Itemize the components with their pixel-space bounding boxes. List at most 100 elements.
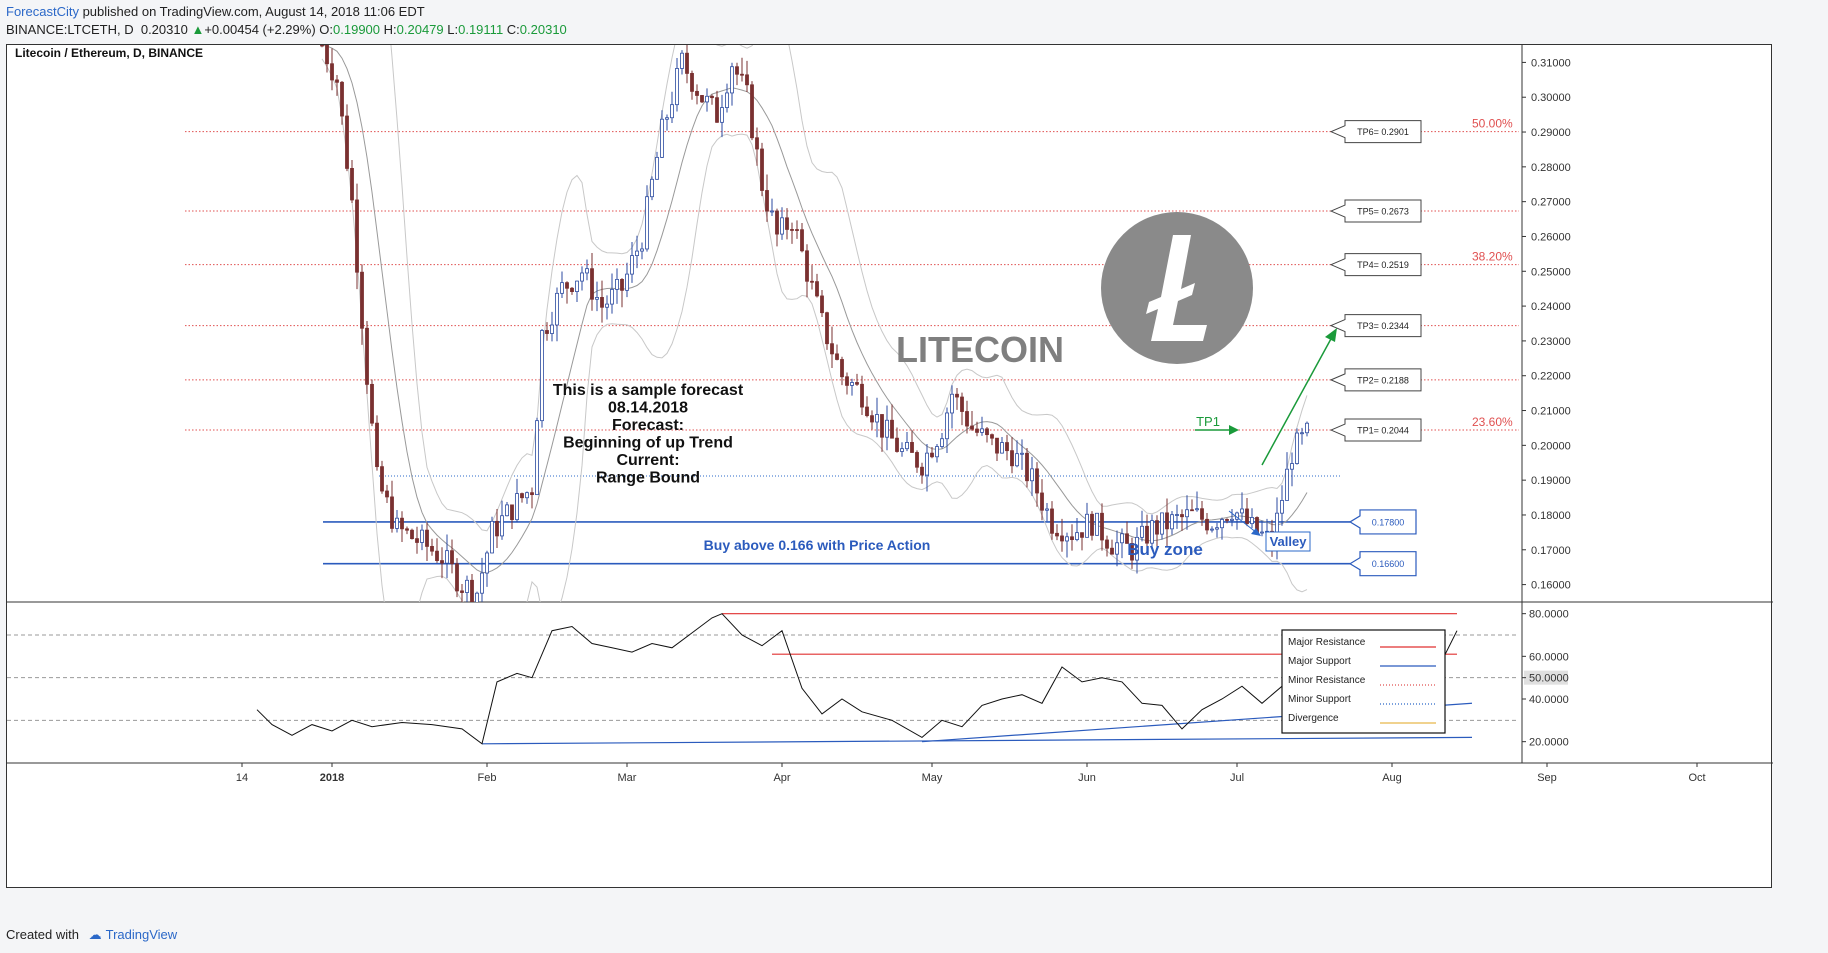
rsi-tick-label: 20.0000 bbox=[1529, 737, 1569, 749]
candle-body bbox=[885, 419, 889, 438]
candle-body bbox=[335, 79, 339, 83]
candle-body bbox=[390, 496, 394, 529]
candle-body bbox=[860, 383, 864, 408]
tradingview-logo-icon: ☁ bbox=[88, 927, 102, 942]
candle-body bbox=[610, 288, 614, 305]
candle-body bbox=[915, 452, 919, 468]
candle-body bbox=[970, 425, 974, 430]
candle-body bbox=[1085, 513, 1089, 538]
candle-body bbox=[780, 217, 784, 235]
forecast-text-line: This is a sample forecast bbox=[553, 382, 744, 399]
candle-body bbox=[1260, 531, 1264, 534]
candle-body bbox=[740, 73, 744, 76]
candle-body bbox=[1065, 536, 1069, 542]
candle-body bbox=[1070, 536, 1074, 541]
time-tick-label: Oct bbox=[1688, 772, 1705, 784]
candle-body bbox=[1195, 508, 1199, 511]
candle-body bbox=[575, 280, 579, 293]
candle-body bbox=[560, 282, 564, 294]
candle-body bbox=[910, 442, 914, 453]
candle-body bbox=[570, 287, 574, 293]
target-callout-box bbox=[1329, 314, 1422, 338]
candle-body bbox=[725, 92, 729, 108]
buy-zone-lower-callout bbox=[1348, 551, 1417, 577]
candle-body bbox=[1045, 508, 1049, 511]
target-callout-box bbox=[1329, 253, 1422, 277]
candle-body bbox=[515, 493, 519, 521]
open-label: O: bbox=[319, 22, 334, 37]
candle-body bbox=[1050, 508, 1054, 534]
candle-body bbox=[670, 104, 674, 119]
candle-body bbox=[600, 297, 604, 308]
candle-body bbox=[1230, 518, 1234, 521]
candle-body bbox=[1040, 492, 1044, 511]
candle-body bbox=[985, 428, 989, 436]
candle-body bbox=[760, 148, 764, 191]
candle-body bbox=[500, 515, 504, 537]
candle-body bbox=[850, 382, 854, 386]
candle-body bbox=[770, 210, 774, 213]
lower-band bbox=[321, 58, 1308, 602]
time-tick-label: Jul bbox=[1230, 772, 1244, 784]
candle-body bbox=[715, 97, 719, 123]
price-change: +0.00454 (+2.29%) bbox=[204, 22, 316, 37]
candle-body bbox=[1105, 539, 1109, 549]
symbol-label: BINANCE:LTCETH, D bbox=[6, 22, 134, 37]
candle-body bbox=[1025, 452, 1029, 482]
tradingview-link[interactable]: TradingView bbox=[105, 927, 178, 942]
open-value: 0.19900 bbox=[333, 22, 381, 37]
candle-body bbox=[385, 490, 389, 498]
rsi-line bbox=[256, 613, 1458, 745]
candle-body bbox=[490, 520, 494, 554]
candle-body bbox=[990, 434, 994, 439]
target-callout-label: TP3= 0.2344 bbox=[1357, 321, 1409, 331]
candle-body bbox=[505, 504, 509, 517]
candle-body bbox=[835, 353, 839, 360]
candle-body bbox=[825, 312, 829, 345]
uptrend-arrow-line bbox=[1261, 336, 1333, 466]
candle-body bbox=[735, 66, 739, 75]
candle-body bbox=[1160, 512, 1164, 535]
candle-body bbox=[340, 81, 344, 117]
candle-body bbox=[1000, 442, 1004, 454]
price-chart[interactable]: 0.31000 0.30000 0.29000 0.28000 0.27000 0.260… bbox=[7, 45, 1773, 889]
candle-body bbox=[935, 446, 939, 458]
chart-title: Litecoin / Ethereum, D, BINANCE bbox=[15, 46, 203, 60]
candle-body bbox=[1240, 508, 1244, 514]
price-tick-label: 0.16000 bbox=[1531, 580, 1571, 592]
rsi-support-line bbox=[481, 736, 1473, 745]
candle-body bbox=[320, 45, 324, 47]
candle-body bbox=[1030, 468, 1034, 482]
candle-body bbox=[615, 278, 619, 290]
candle-body bbox=[1115, 542, 1119, 555]
forecast-text-line: 08.14.2018 bbox=[608, 400, 688, 417]
candle-body bbox=[645, 196, 649, 250]
candle-body bbox=[370, 383, 374, 424]
legend-entry-label: Minor Resistance bbox=[1288, 675, 1366, 686]
candle-body bbox=[440, 560, 444, 564]
candle-body bbox=[360, 271, 364, 329]
candle-body bbox=[425, 529, 429, 547]
price-tick-label: 0.26000 bbox=[1531, 231, 1571, 243]
candle-body bbox=[875, 414, 879, 423]
candle-body bbox=[855, 382, 859, 385]
candle-body bbox=[680, 52, 684, 69]
author-link[interactable]: ForecastCity bbox=[6, 4, 79, 19]
candle-body bbox=[635, 250, 639, 256]
candle-body bbox=[1295, 432, 1299, 464]
candle-body bbox=[480, 572, 484, 594]
close-value: 0.20310 bbox=[519, 22, 567, 37]
rsi-tick-label: 60.0000 bbox=[1529, 651, 1569, 663]
candle-body bbox=[1080, 532, 1084, 538]
chart-frame[interactable]: 0.31000 0.30000 0.29000 0.28000 0.27000 0.260… bbox=[6, 44, 1773, 889]
candle-body bbox=[1110, 547, 1114, 555]
candle-body bbox=[545, 330, 549, 334]
candle-body bbox=[460, 590, 464, 593]
candle-body bbox=[905, 442, 909, 450]
time-tick-label: Jun bbox=[1078, 772, 1096, 784]
litecoin-logo-glyph bbox=[1146, 235, 1207, 341]
candle-body bbox=[810, 280, 814, 283]
rsi-tick-label: 80.0000 bbox=[1529, 609, 1569, 621]
tp1-arrowhead bbox=[1229, 425, 1239, 436]
candle-body bbox=[820, 295, 824, 314]
